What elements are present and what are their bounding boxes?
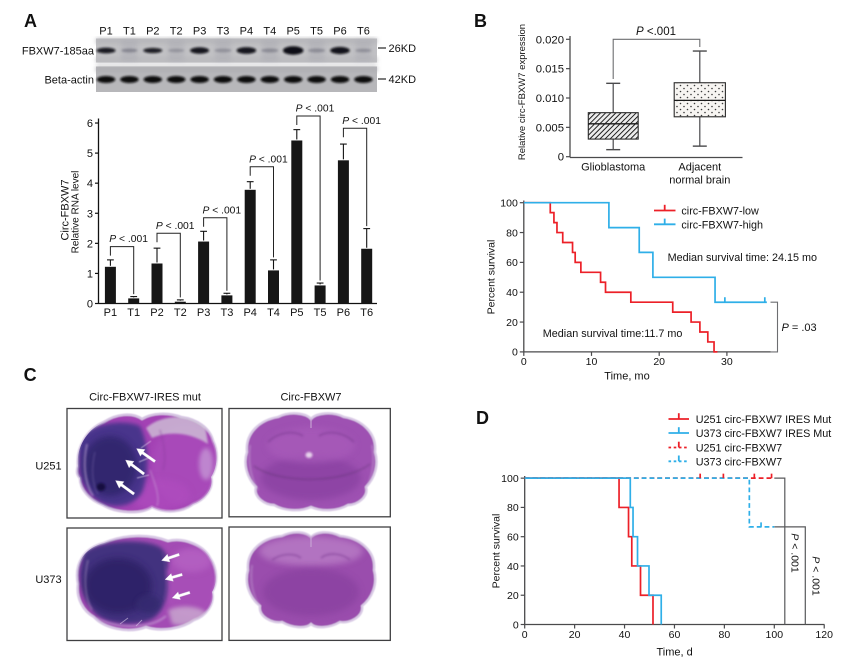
svg-text:20: 20 <box>506 317 518 329</box>
svg-text:40: 40 <box>506 287 518 299</box>
svg-text:P < .001: P < .001 <box>109 234 148 245</box>
svg-text:0: 0 <box>558 152 564 164</box>
svg-text:T5: T5 <box>314 307 327 319</box>
svg-text:Median survival time: 24.15 mo: Median survival time: 24.15 mo <box>668 252 817 264</box>
svg-text:Glioblastoma: Glioblastoma <box>581 162 646 174</box>
svg-text:U251: U251 <box>35 461 61 473</box>
svg-text:2: 2 <box>87 238 93 250</box>
svg-text:5: 5 <box>87 148 93 160</box>
svg-text:U373 circ-FBXW7 IRES Mut: U373 circ-FBXW7 IRES Mut <box>696 428 832 440</box>
svg-text:P < .001: P < .001 <box>249 154 288 165</box>
svg-text:100: 100 <box>500 198 518 210</box>
svg-text:1: 1 <box>87 268 93 280</box>
svg-text:Percent survival: Percent survival <box>486 240 498 315</box>
svg-text:P < .001: P < .001 <box>342 116 381 127</box>
svg-text:80: 80 <box>506 227 518 239</box>
svg-text:P < .001: P < .001 <box>789 533 801 573</box>
svg-text:T3: T3 <box>220 307 233 319</box>
svg-text:20: 20 <box>653 356 665 368</box>
svg-text:20: 20 <box>569 629 581 641</box>
svg-text:30: 30 <box>721 356 733 368</box>
svg-text:0: 0 <box>512 347 518 359</box>
svg-text:P1: P1 <box>99 26 112 38</box>
svg-text:6: 6 <box>87 118 93 130</box>
svg-text:D: D <box>476 408 489 428</box>
svg-text:Percent survival: Percent survival <box>491 514 503 589</box>
svg-text:42KD: 42KD <box>389 74 417 86</box>
svg-text:0.005: 0.005 <box>536 122 564 134</box>
svg-text:4: 4 <box>87 178 93 190</box>
svg-text:10: 10 <box>586 356 598 368</box>
svg-text:T6: T6 <box>357 26 370 38</box>
svg-text:80: 80 <box>719 629 731 641</box>
svg-text:T2: T2 <box>174 307 187 319</box>
svg-text:Adjacent: Adjacent <box>678 162 721 174</box>
svg-text:120: 120 <box>815 629 833 641</box>
svg-text:0: 0 <box>87 299 93 311</box>
svg-text:40: 40 <box>507 561 519 573</box>
svg-text:Beta-actin: Beta-actin <box>44 75 94 87</box>
svg-text:T4: T4 <box>267 307 280 319</box>
svg-text:P4: P4 <box>243 307 256 319</box>
svg-text:40: 40 <box>619 629 631 641</box>
svg-text:100: 100 <box>766 629 784 641</box>
svg-text:P < .001: P < .001 <box>202 205 241 216</box>
svg-text:80: 80 <box>507 502 519 514</box>
svg-text:P < .001: P < .001 <box>296 104 335 115</box>
svg-text:0.010: 0.010 <box>536 93 564 105</box>
svg-text:circ-FBXW7-low: circ-FBXW7-low <box>681 206 759 218</box>
svg-text:Circ-FBXW7: Circ-FBXW7 <box>280 392 341 404</box>
svg-text:U251 circ-FBXW7: U251 circ-FBXW7 <box>696 443 782 455</box>
svg-text:C: C <box>24 365 37 385</box>
svg-text:0.015: 0.015 <box>536 64 564 76</box>
svg-text:Relative RNA level: Relative RNA level <box>71 171 82 254</box>
svg-text:T6: T6 <box>360 307 373 319</box>
svg-text:P1: P1 <box>104 307 117 319</box>
svg-text:P3: P3 <box>197 307 210 319</box>
svg-text:60: 60 <box>507 532 519 544</box>
svg-text:P5: P5 <box>290 307 303 319</box>
svg-text:P2: P2 <box>146 26 159 38</box>
svg-text:A: A <box>24 11 37 31</box>
svg-text:20: 20 <box>507 590 519 602</box>
svg-text:U251 circ-FBXW7 IRES Mut: U251 circ-FBXW7 IRES Mut <box>696 414 832 426</box>
svg-text:B: B <box>474 11 487 31</box>
svg-text:P2: P2 <box>150 307 163 319</box>
svg-text:T3: T3 <box>217 26 230 38</box>
svg-text:Circ-FBXW7: Circ-FBXW7 <box>60 179 72 240</box>
svg-text:0: 0 <box>522 629 528 641</box>
svg-text:0.020: 0.020 <box>536 34 564 46</box>
svg-text:0: 0 <box>521 356 527 368</box>
svg-text:FBXW7-185aa: FBXW7-185aa <box>22 46 95 58</box>
svg-text:T4: T4 <box>263 26 276 38</box>
svg-text:P6: P6 <box>337 307 350 319</box>
svg-text:26KD: 26KD <box>389 43 417 55</box>
svg-text:0: 0 <box>513 619 519 631</box>
svg-text:Time, d: Time, d <box>656 647 692 659</box>
svg-text:T5: T5 <box>310 26 323 38</box>
svg-text:P3: P3 <box>193 26 206 38</box>
svg-text:3: 3 <box>87 208 93 220</box>
svg-text:60: 60 <box>669 629 681 641</box>
svg-text:P < .001: P < .001 <box>156 221 195 232</box>
svg-text:P4: P4 <box>240 26 253 38</box>
svg-text:P = .03: P = .03 <box>782 322 817 334</box>
svg-text:60: 60 <box>506 257 518 269</box>
svg-text:Circ-FBXW7-IRES mut: Circ-FBXW7-IRES mut <box>89 392 201 404</box>
svg-text:P <.001: P <.001 <box>636 26 676 38</box>
svg-text:P5: P5 <box>286 26 299 38</box>
svg-text:T2: T2 <box>170 26 183 38</box>
svg-text:Time, mo: Time, mo <box>604 371 649 383</box>
svg-text:U373: U373 <box>35 574 61 586</box>
svg-text:normal brain: normal brain <box>669 175 730 187</box>
svg-text:T1: T1 <box>127 307 140 319</box>
svg-text:U373 circ-FBXW7: U373 circ-FBXW7 <box>696 456 782 468</box>
svg-text:Median survival time:11.7 mo: Median survival time:11.7 mo <box>543 328 683 340</box>
svg-text:P < .001: P < .001 <box>810 556 822 596</box>
svg-text:100: 100 <box>501 473 519 485</box>
svg-text:T1: T1 <box>123 26 136 38</box>
svg-text:Relative circ-FBXW7 expression: Relative circ-FBXW7 expression <box>517 24 528 160</box>
svg-text:P6: P6 <box>333 26 346 38</box>
svg-text:circ-FBXW7-high: circ-FBXW7-high <box>681 219 763 231</box>
